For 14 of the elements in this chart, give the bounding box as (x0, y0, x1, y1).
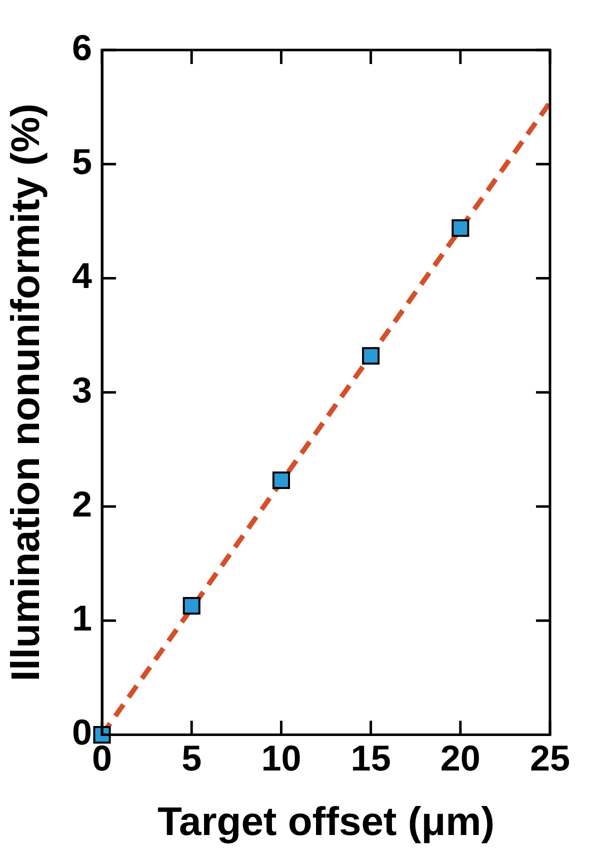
y-tick-label: 5 (72, 141, 92, 182)
y-tick-label: 0 (72, 712, 92, 753)
x-tick-label: 5 (182, 737, 202, 778)
x-axis-title: Target offset (μm) (157, 800, 495, 844)
x-tick-label: 25 (530, 737, 570, 778)
y-tick-label: 2 (72, 483, 92, 524)
x-tick-label: 10 (261, 737, 302, 778)
x-tick-label: 20 (440, 737, 480, 778)
y-tick-label: 3 (72, 369, 92, 410)
y-tick-label: 1 (72, 598, 92, 639)
x-tick-label: 15 (350, 737, 391, 778)
y-axis-title: Illumination nonuniformity (%) (4, 104, 48, 682)
y-tick-label: 4 (72, 255, 92, 296)
y-tick-label: 6 (72, 26, 92, 68)
